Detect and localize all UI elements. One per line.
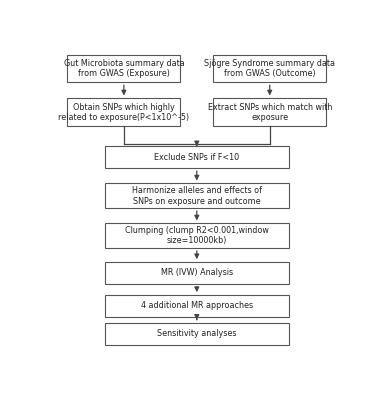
- Text: Sensitivity analyses: Sensitivity analyses: [157, 329, 237, 338]
- Text: Gut Microbiota summary data
from GWAS (Exposure): Gut Microbiota summary data from GWAS (E…: [63, 59, 184, 78]
- FancyBboxPatch shape: [213, 98, 326, 126]
- Text: Harmonize alleles and effects of
SNPs on exposure and outcome: Harmonize alleles and effects of SNPs on…: [132, 186, 262, 205]
- FancyBboxPatch shape: [104, 295, 289, 317]
- Text: Exclude SNPs if F<10: Exclude SNPs if F<10: [154, 153, 239, 162]
- FancyBboxPatch shape: [67, 98, 180, 126]
- Text: MR (IVW) Analysis: MR (IVW) Analysis: [161, 269, 233, 277]
- Text: Sjögre Syndrome summary data
from GWAS (Outcome): Sjögre Syndrome summary data from GWAS (…: [204, 59, 335, 78]
- Text: Clumping (clump R2<0.001,window
size=10000kb): Clumping (clump R2<0.001,window size=100…: [125, 226, 269, 245]
- Text: Extract SNPs which match with
exposure: Extract SNPs which match with exposure: [207, 103, 332, 122]
- FancyBboxPatch shape: [213, 55, 326, 82]
- FancyBboxPatch shape: [104, 223, 289, 248]
- FancyBboxPatch shape: [104, 146, 289, 168]
- FancyBboxPatch shape: [67, 55, 180, 82]
- FancyBboxPatch shape: [104, 323, 289, 344]
- Text: Obtain SNPs which highly
related to exposure(P<1x10^-5): Obtain SNPs which highly related to expo…: [58, 103, 189, 122]
- Text: 4 additional MR approaches: 4 additional MR approaches: [141, 302, 253, 310]
- FancyBboxPatch shape: [104, 262, 289, 284]
- FancyBboxPatch shape: [104, 183, 289, 208]
